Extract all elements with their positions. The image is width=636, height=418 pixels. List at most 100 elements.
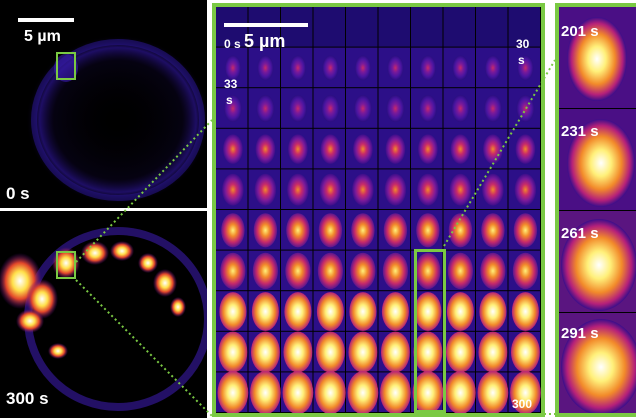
montage-tile-signal	[451, 95, 469, 122]
montage-tile-signal	[417, 174, 439, 206]
montage-tile-signal	[355, 55, 371, 80]
montage-tile-signal	[416, 213, 439, 247]
montage-tile-signal	[385, 174, 407, 206]
montage-tile-signal	[420, 55, 436, 80]
montage-tile-signal	[419, 95, 437, 122]
zoom-strip: 201 s 231 s 261 s 291 s	[555, 3, 636, 417]
montage-tile-signal	[512, 292, 539, 331]
cell-300s-fluorescence	[0, 211, 207, 418]
scale-bar	[18, 18, 74, 22]
scale-label: 5 µm	[24, 28, 61, 46]
montage-tile-signal	[252, 292, 279, 331]
montage-tile-signal	[482, 174, 504, 206]
montage-tile-signal	[223, 134, 243, 164]
montage-tile	[411, 7, 443, 47]
montage-tile-signal	[285, 253, 310, 289]
montage-tile-signal	[380, 371, 411, 413]
montage-tile-signal	[317, 292, 344, 331]
montage-tile-signal	[221, 213, 244, 247]
cell-image-300s: 300 s	[0, 211, 207, 418]
montage-tile-signal	[286, 213, 309, 247]
montage-tile	[346, 7, 378, 47]
montage-tile-signal	[485, 55, 501, 80]
montage-tile-signal	[350, 253, 375, 289]
montage-tile-signal	[484, 95, 502, 122]
montage-last-label: 300	[512, 397, 532, 411]
montage-tile-signal	[381, 332, 410, 373]
montage-tile-signal	[288, 134, 308, 164]
montage-tile-signal	[256, 95, 274, 122]
montage-tile-signal	[321, 134, 341, 164]
montage-tile-signal	[256, 134, 276, 164]
montage-tile-signal	[481, 213, 504, 247]
montage-tile-signal	[383, 253, 408, 289]
montage-row-end-unit: s	[518, 53, 525, 67]
montage-tile-signal	[218, 332, 247, 373]
montage-tile-signal	[219, 292, 246, 331]
montage-tile-signal	[318, 253, 343, 289]
montage-tile-signal	[287, 174, 309, 206]
montage-tile-signal	[283, 371, 314, 413]
montage-tile-signal	[290, 55, 306, 80]
montage-tile-signal	[386, 95, 404, 122]
montage-tile-signal	[511, 332, 540, 373]
strip-label-3: 261 s	[561, 225, 599, 242]
montage-tile-signal	[320, 174, 342, 206]
montage-first-label: 0 s	[224, 37, 241, 51]
montage-second-row-label: 33	[224, 77, 237, 91]
strip-label-2: 231 s	[561, 123, 599, 140]
montage-tile-signal	[451, 134, 471, 164]
montage-tile-signal	[352, 174, 374, 206]
montage-tile-signal	[386, 134, 406, 164]
montage-tile-signal	[450, 174, 472, 206]
montage-tile-signal	[257, 55, 273, 80]
montage-tile-signal	[283, 332, 312, 373]
montage-tile-signal	[354, 95, 372, 122]
montage-tile-signal	[255, 174, 277, 206]
montage-tile	[314, 7, 346, 47]
montage-tile-signal	[382, 292, 409, 331]
montage-tile	[476, 7, 508, 47]
montage-selection-box	[414, 249, 446, 413]
montage-tile-signal	[351, 213, 374, 247]
montage-tile-signal	[480, 253, 505, 289]
montage-grid	[216, 7, 541, 413]
montage-tile-signal	[448, 253, 473, 289]
strip-label-1: 201 s	[561, 23, 599, 40]
cell-image-0s: 5 µm 0 s	[0, 0, 207, 208]
montage-tile-signal	[516, 134, 536, 164]
roi-box-300s	[56, 251, 76, 279]
montage-tile-signal	[253, 253, 278, 289]
montage-tile-signal	[218, 371, 249, 413]
montage-scale-bar	[224, 23, 308, 27]
montage-tile-signal	[515, 174, 537, 206]
montage-tile-signal	[289, 95, 307, 122]
montage-tile-signal	[316, 332, 345, 373]
montage-tile-signal	[250, 371, 281, 413]
montage-tile-signal	[513, 253, 538, 289]
montage-tile-signal	[478, 332, 507, 373]
montage-tile-signal	[254, 213, 277, 247]
montage-tile-signal	[418, 134, 438, 164]
montage-panel: 0 s 5 µm 30 s 33 s 300	[212, 3, 545, 417]
montage-tile-signal	[220, 253, 245, 289]
montage-tile-signal	[384, 213, 407, 247]
montage-tile-signal	[322, 55, 338, 80]
montage-tile-signal	[452, 55, 468, 80]
montage-tile-signal	[447, 292, 474, 331]
montage-tile-signal	[321, 95, 339, 122]
montage-tile-signal	[516, 95, 534, 122]
montage-tile-signal	[387, 55, 403, 80]
montage-tile-signal	[446, 332, 475, 373]
montage-tile-signal	[479, 292, 506, 331]
time-label-0s: 0 s	[6, 184, 30, 204]
montage-tile	[379, 7, 411, 47]
montage-tile-signal	[514, 213, 537, 247]
montage-tile-signal	[319, 213, 342, 247]
montage-tile-signal	[349, 292, 376, 331]
montage-row-end-label: 30	[516, 37, 529, 51]
montage-tile-signal	[478, 371, 509, 413]
montage-tile	[444, 7, 476, 47]
zoom-strip-images	[559, 7, 636, 413]
montage-tile-signal	[353, 134, 373, 164]
